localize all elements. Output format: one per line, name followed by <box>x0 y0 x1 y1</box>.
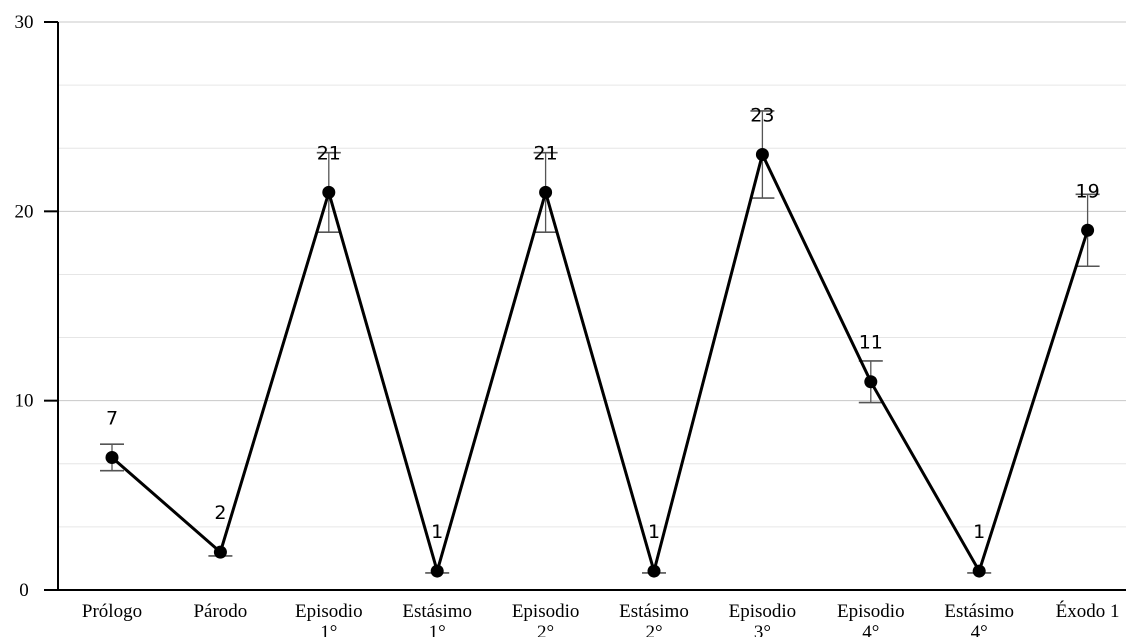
data-point <box>322 186 335 199</box>
data-label: 23 <box>750 105 774 127</box>
x-tick-label: Episodio 3° <box>729 601 797 637</box>
y-tick-label: 20 <box>15 201 34 222</box>
data-label: 1 <box>648 521 660 543</box>
data-point <box>539 186 552 199</box>
x-tick-label: Prólogo <box>82 601 142 622</box>
data-point <box>106 451 119 464</box>
data-point <box>756 148 769 161</box>
data-label: 19 <box>1076 180 1100 202</box>
x-tick-labels: Prólogo Párodo Episodio 1° Estásimo 1° Episodi… <box>82 600 1120 637</box>
data-point <box>214 546 227 559</box>
data-point <box>431 565 444 578</box>
x-tick-label: Episodio 4° <box>837 601 905 637</box>
grid <box>58 22 1126 527</box>
x-tick-label: Éxodo 1 <box>1056 600 1120 622</box>
data-label: 1 <box>973 521 985 543</box>
y-tick-label: 10 <box>15 391 34 412</box>
data-label: 21 <box>317 142 341 164</box>
data-label: 1 <box>431 521 443 543</box>
x-tick-label: Episodio 1° <box>295 601 363 637</box>
axes <box>44 22 1126 590</box>
data-label: 11 <box>859 332 883 354</box>
series-line <box>112 155 1088 572</box>
x-tick-label: Episodio 2° <box>512 601 580 637</box>
data-point <box>973 565 986 578</box>
y-tick-labels: 0 10 20 30 <box>15 12 34 601</box>
y-tick-label: 0 <box>19 580 29 601</box>
data-point <box>1081 224 1094 237</box>
error-bars <box>100 111 1100 573</box>
x-tick-label: Estásimo 1° <box>402 601 472 637</box>
data-point <box>864 375 877 388</box>
data-point <box>648 565 661 578</box>
x-tick-label: Estásimo 4° <box>944 601 1014 637</box>
x-tick-label: Estásimo 2° <box>619 601 689 637</box>
data-label: 21 <box>534 142 558 164</box>
data-label: 2 <box>214 502 226 524</box>
y-tick-label: 30 <box>15 12 34 33</box>
x-tick-label: Párodo <box>193 601 247 622</box>
data-label: 7 <box>106 407 118 429</box>
